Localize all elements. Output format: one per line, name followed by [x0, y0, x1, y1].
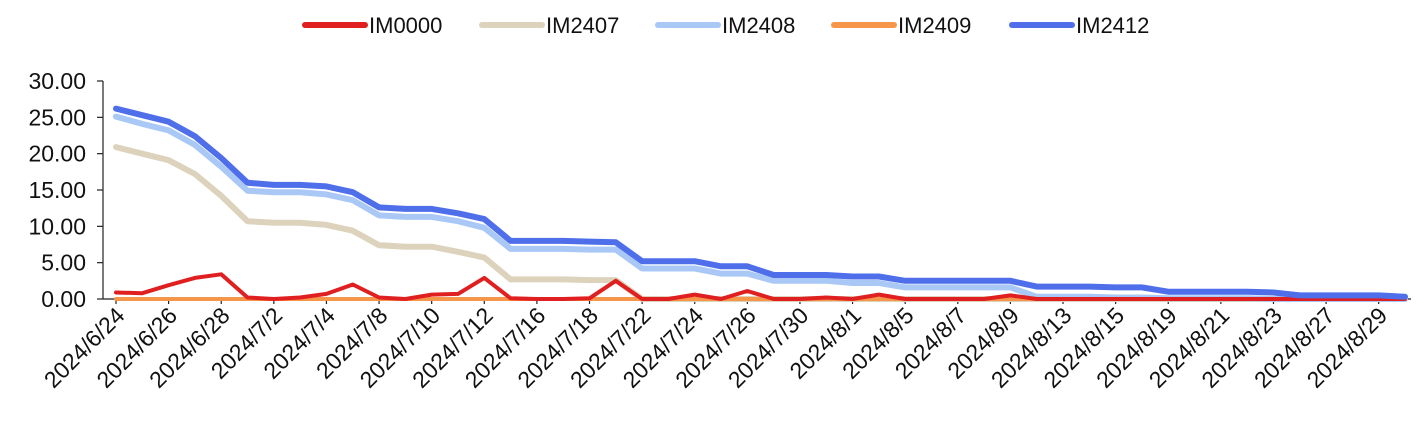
y-tick-label: 30.00 [28, 68, 86, 94]
legend-item-im0000: IM0000 [302, 13, 442, 38]
legend-label: IM2409 [898, 13, 971, 38]
plot-area [113, 105, 1408, 302]
legend-item-im2409: IM2409 [831, 13, 971, 38]
legend-label: IM2407 [546, 13, 619, 38]
legend-item-im2408: IM2408 [655, 13, 795, 38]
series-line-im2412 [113, 105, 1408, 300]
legend: IM0000 IM2407 IM2408 IM2409 IM2412 [302, 13, 1149, 38]
legend-label: IM2408 [722, 13, 795, 38]
y-tick-label: 25.00 [28, 104, 86, 130]
series-line-im0000 [114, 272, 1407, 301]
y-tick-label: 10.00 [28, 213, 86, 239]
y-tick-label: 5.00 [41, 250, 86, 276]
y-axis: 0.00 5.00 10.00 15.00 20.00 25.00 30.00 [28, 68, 104, 312]
y-tick-label: 15.00 [28, 177, 86, 203]
y-tick-label: 0.00 [41, 286, 86, 312]
x-axis: 2024/6/242024/6/262024/6/282024/7/22024/… [39, 298, 1411, 393]
legend-label: IM0000 [369, 13, 442, 38]
legend-item-im2412: IM2412 [1009, 13, 1149, 38]
legend-label: IM2412 [1076, 13, 1149, 38]
y-tick-label: 20.00 [28, 141, 86, 167]
legend-item-im2407: IM2407 [479, 13, 619, 38]
